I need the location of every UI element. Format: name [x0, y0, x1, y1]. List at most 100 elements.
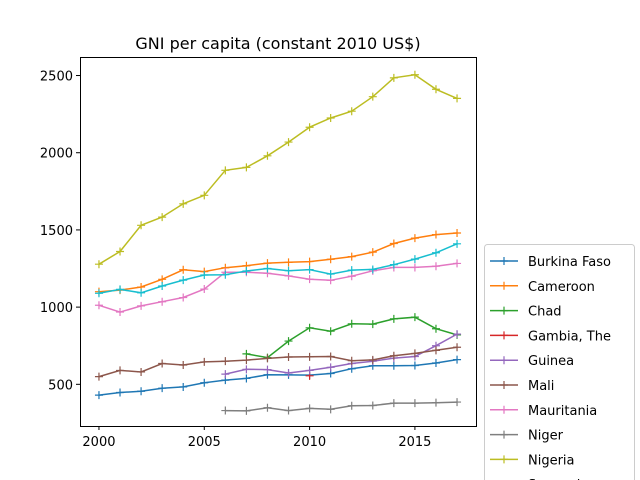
data-point	[326, 255, 335, 264]
data-point	[263, 365, 272, 374]
legend-item-mauritania: Mauritania	[490, 404, 597, 419]
data-point	[410, 399, 419, 408]
data-point	[284, 258, 293, 267]
data-point	[137, 387, 146, 396]
y-tick-label: 1000	[40, 301, 73, 316]
x-tick-label: 2005	[188, 435, 221, 450]
data-point	[284, 337, 293, 346]
data-point	[200, 378, 209, 387]
series-line-nigeria	[98, 74, 458, 265]
legend-item-senegal: Senegal	[528, 478, 580, 480]
data-point	[305, 257, 314, 266]
data-point	[431, 248, 440, 257]
legend-marker	[500, 331, 508, 340]
data-point	[389, 73, 398, 82]
series-line-guinea	[225, 333, 458, 375]
data-point	[263, 354, 272, 363]
data-point	[347, 266, 356, 275]
data-point	[305, 265, 314, 274]
legend-marker	[500, 430, 508, 439]
data-point	[347, 319, 356, 328]
series-line-cameroon	[98, 232, 458, 293]
data-point	[116, 247, 125, 256]
series-niger	[221, 398, 462, 415]
data-point	[242, 406, 251, 415]
data-point	[158, 359, 167, 368]
series-line-senegal	[98, 243, 458, 294]
series-senegal	[94, 239, 462, 298]
data-point	[116, 366, 125, 375]
data-point	[389, 351, 398, 360]
series-nigeria	[94, 70, 462, 269]
data-point	[200, 271, 209, 280]
data-point	[347, 401, 356, 410]
data-point	[326, 113, 335, 122]
data-point	[453, 343, 462, 352]
data-point	[305, 123, 314, 132]
legend-item-chad: Chad	[490, 305, 562, 320]
data-point	[242, 365, 251, 374]
data-point	[137, 288, 146, 297]
data-point	[263, 151, 272, 160]
data-point	[263, 264, 272, 273]
legend-box	[484, 244, 635, 480]
data-point	[410, 234, 419, 243]
series-cameroon	[94, 229, 462, 296]
data-point	[179, 276, 188, 285]
data-point	[326, 352, 335, 361]
data-point	[368, 401, 377, 410]
data-point	[158, 384, 167, 393]
series-chad	[242, 313, 462, 362]
data-point	[284, 266, 293, 275]
legend-marker	[500, 306, 508, 315]
data-point	[305, 352, 314, 361]
series-line-mauritania	[98, 262, 458, 313]
data-point	[410, 70, 419, 79]
legend: Burkina Faso Cameroon Chad Gambia, The Guine…	[484, 244, 635, 480]
data-point	[368, 265, 377, 274]
y-tick-label: 2000	[40, 147, 73, 162]
legend-marker	[500, 257, 508, 265]
data-point	[431, 230, 440, 239]
data-point	[179, 265, 188, 274]
legend-item-nigeria: Nigeria	[490, 453, 575, 468]
data-point	[305, 366, 314, 375]
legend-marker	[500, 281, 508, 290]
data-point	[94, 289, 103, 298]
plot-lines	[94, 70, 462, 415]
data-point	[431, 346, 440, 355]
data-point	[179, 293, 188, 302]
data-point	[368, 355, 377, 364]
legend-label: Nigeria	[528, 453, 575, 468]
data-point	[116, 388, 125, 397]
data-point	[453, 355, 462, 364]
data-point	[389, 260, 398, 269]
legend-label: Senegal	[528, 478, 580, 480]
data-point	[242, 266, 251, 275]
data-point	[453, 398, 462, 407]
data-point	[200, 191, 209, 200]
data-point	[137, 367, 146, 376]
data-point	[347, 252, 356, 261]
data-point	[158, 297, 167, 306]
legend-item-mali: Mali	[490, 379, 554, 394]
data-point	[158, 213, 167, 222]
series-mali	[94, 343, 462, 381]
data-point	[94, 260, 103, 269]
data-point	[179, 382, 188, 391]
legend-label: Gambia, The	[528, 329, 611, 344]
data-point	[200, 285, 209, 294]
data-point	[137, 301, 146, 310]
data-point	[389, 399, 398, 408]
data-point	[368, 248, 377, 257]
data-point	[347, 356, 356, 365]
series-mauritania	[94, 259, 462, 317]
data-point	[284, 406, 293, 415]
legend-label: Niger	[528, 429, 564, 444]
legend-marker	[500, 356, 508, 365]
data-point	[326, 363, 335, 372]
data-point	[431, 85, 440, 94]
x-tick-label: 2015	[398, 435, 431, 450]
data-point	[410, 349, 419, 358]
